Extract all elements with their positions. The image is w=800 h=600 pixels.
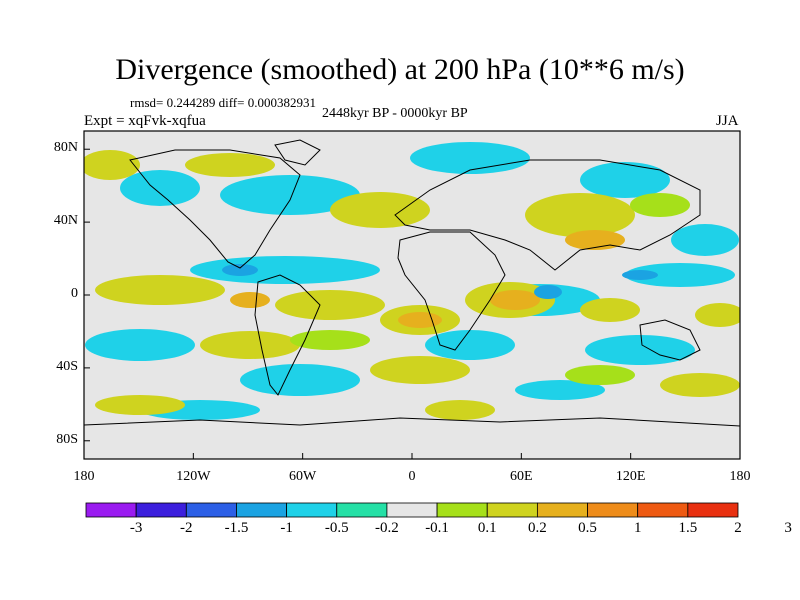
colorbar-swatch <box>637 502 689 518</box>
stats-text: rmsd= 0.244289 diff= 0.000382931 <box>130 95 316 110</box>
coast-south-america <box>254 274 321 396</box>
colorbar-swatch <box>386 502 438 518</box>
y-tick-label: 40N <box>53 213 78 229</box>
y-tick-label: 80N <box>53 140 78 156</box>
x-tick-label: 120W <box>176 469 211 484</box>
colorbar-label: -0.1 <box>425 520 449 536</box>
x-tick-label: 60W <box>289 469 317 484</box>
colorbar-label: -1 <box>280 520 293 536</box>
colorbar-swatch <box>135 502 187 518</box>
colorbar-label: -0.2 <box>375 520 399 536</box>
colorbar <box>85 502 739 518</box>
coast-north-america <box>129 149 301 269</box>
colorbar-swatch <box>536 502 588 518</box>
colorbar-label: -0.5 <box>324 520 349 536</box>
colorbar-label: 1.5 <box>678 520 698 536</box>
colorbar-label: 0.2 <box>528 520 547 536</box>
colorbar-label: 2 <box>734 520 742 536</box>
colorbar-swatch <box>436 502 488 518</box>
x-tick-label: 180 <box>729 469 751 484</box>
colorbar-swatch <box>286 502 338 518</box>
period-text: 2448kyr BP - 0000kyr BP <box>322 106 468 121</box>
y-tick-label: 80S <box>56 431 78 447</box>
colorbar-label: 0.1 <box>477 520 497 536</box>
season-label: JJA <box>716 113 739 129</box>
colorbar-swatch <box>85 502 137 518</box>
coast-greenland <box>274 139 321 166</box>
colorbar-swatch <box>336 502 388 518</box>
coast-australia <box>639 319 701 361</box>
experiment-label: Expt = xqFvk-xqfua <box>84 113 206 129</box>
y-tick-label: 40S <box>56 358 78 374</box>
divergence-field <box>84 139 740 427</box>
colorbar-swatch <box>587 502 639 518</box>
colorbar-label: 3 <box>784 520 792 536</box>
colorbar-label: 0.5 <box>578 520 597 536</box>
coast-eurasia <box>394 159 701 271</box>
colorbar-swatch <box>185 502 237 518</box>
coast-antarctica <box>84 417 740 427</box>
y-tick-label: 0 <box>71 286 78 301</box>
colorbar-label: -3 <box>129 520 143 536</box>
coast-africa <box>397 231 506 351</box>
colorbar-swatch <box>687 502 739 518</box>
x-tick-label: 180 <box>73 469 95 484</box>
colorbar-label: -1.5 <box>224 520 249 536</box>
x-tick-label: 0 <box>408 469 416 484</box>
colorbar-swatch <box>486 502 538 518</box>
chart-title: Divergence (smoothed) at 200 hPa (10**6 … <box>115 53 685 86</box>
colorbar-label: 1 <box>633 520 642 536</box>
x-tick-label: 60E <box>510 469 533 484</box>
colorbar-label: -2 <box>180 520 193 536</box>
axis-ticks <box>83 148 741 459</box>
x-tick-label: 120E <box>615 469 646 484</box>
colorbar-swatch <box>236 502 288 518</box>
